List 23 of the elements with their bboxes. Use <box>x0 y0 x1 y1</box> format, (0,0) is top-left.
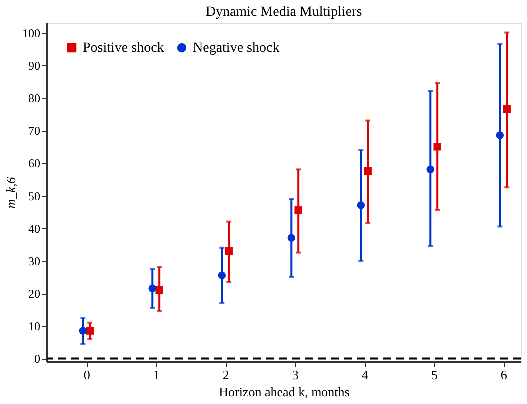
x-tick-label: 5 <box>431 368 438 382</box>
y-tick-label: 60 <box>28 156 40 171</box>
x-tick-label: 1 <box>153 368 160 382</box>
y-tick-label: 10 <box>28 320 40 334</box>
y-tick-label: 30 <box>28 254 40 268</box>
legend-label: Negative shock <box>193 41 280 56</box>
y-tick-label: 40 <box>28 222 40 236</box>
x-tick-label: 2 <box>222 368 230 382</box>
x-tick-label: 3 <box>292 368 299 382</box>
x-tick-label: 4 <box>362 368 369 382</box>
chart-title: Dynamic Media Multipliers <box>206 5 362 20</box>
y-axis-title: m_k,6 <box>4 176 18 209</box>
y-tick-label: 80 <box>28 91 40 106</box>
y-tick-label: 90 <box>28 58 40 73</box>
y-tick-label: 100 <box>22 26 40 40</box>
x-axis-title: Horizon ahead k, months <box>219 384 350 400</box>
x-tick-label: 0 <box>84 368 90 382</box>
legend-label: Positive shock <box>83 41 164 56</box>
x-tick-label: 6 <box>500 368 508 382</box>
y-tick-label: 50 <box>28 189 40 204</box>
y-tick-label: 20 <box>28 287 40 302</box>
y-tick-label: 0 <box>34 352 40 366</box>
y-tick-label: 70 <box>28 124 40 138</box>
